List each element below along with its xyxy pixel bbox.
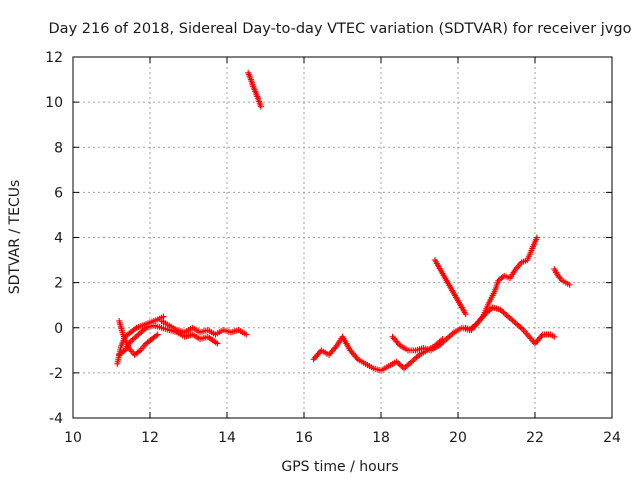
y-tick-label: 4 xyxy=(54,231,63,247)
data-point xyxy=(401,365,408,372)
y-tick-label: 8 xyxy=(54,140,63,156)
data-point xyxy=(508,316,515,323)
y-tick-label: 6 xyxy=(54,185,63,201)
axis-ticks xyxy=(72,56,613,419)
data-point xyxy=(443,336,450,343)
y-tick-label: 0 xyxy=(54,321,63,337)
data-point xyxy=(257,103,264,110)
data-point xyxy=(135,331,142,338)
x-tick-label: 16 xyxy=(295,430,313,446)
data-point xyxy=(160,313,167,320)
y-tick-label: 2 xyxy=(54,276,63,292)
x-tick-label: 12 xyxy=(141,430,159,446)
data-point xyxy=(154,331,161,338)
data-point xyxy=(514,321,521,328)
data-point xyxy=(404,362,411,369)
data-point xyxy=(518,325,525,332)
y-tick-labels: -4 -2 0 2 4 6 8 10 12 xyxy=(45,50,63,427)
grid-lines xyxy=(73,57,612,418)
series-arc-9 xyxy=(462,234,540,334)
data-point xyxy=(398,362,405,369)
data-point xyxy=(413,354,420,361)
data-point xyxy=(512,320,519,327)
data-point xyxy=(411,355,418,362)
data-point xyxy=(394,359,401,366)
series-arc-6 xyxy=(310,333,446,374)
data-point xyxy=(405,361,412,368)
data-point xyxy=(408,358,415,365)
data-point xyxy=(533,234,540,241)
x-axis-label: GPS time / hours xyxy=(281,459,398,475)
data-point xyxy=(132,334,139,341)
series-arc-2 xyxy=(116,317,161,358)
data-point xyxy=(153,332,160,339)
series-arc-1 xyxy=(114,313,167,367)
data-point xyxy=(407,359,414,366)
y-axis-label: SDTVAR / TECUs xyxy=(7,180,23,295)
data-point xyxy=(214,340,221,347)
data-point xyxy=(135,348,142,355)
series-arc-10 xyxy=(551,266,573,288)
data-point xyxy=(130,335,137,342)
data-point xyxy=(551,333,558,340)
data-point xyxy=(136,330,143,337)
y-tick-label: -2 xyxy=(49,366,63,382)
x-tick-label: 18 xyxy=(372,430,390,446)
data-point xyxy=(402,364,409,371)
series-arc-4 xyxy=(158,317,250,338)
x-tick-label: 22 xyxy=(526,430,544,446)
data-point xyxy=(462,311,469,318)
data-point xyxy=(566,281,573,288)
data-point xyxy=(132,325,139,332)
data-point xyxy=(511,318,518,325)
data-point xyxy=(506,314,513,321)
series-arc-8 xyxy=(431,257,469,318)
data-point xyxy=(500,309,507,316)
data-point xyxy=(448,331,455,338)
data-point xyxy=(505,313,512,320)
y-tick-label: 12 xyxy=(45,50,63,66)
data-point xyxy=(517,324,524,331)
data-point xyxy=(133,332,140,339)
data-point xyxy=(243,331,250,338)
data-point xyxy=(503,312,510,319)
data-point xyxy=(410,357,417,364)
data-point xyxy=(444,334,451,341)
data-point xyxy=(120,348,127,355)
x-tick-labels: 10 12 14 16 18 20 22 24 xyxy=(64,430,621,446)
data-point xyxy=(446,333,453,340)
series-arc-5 xyxy=(245,69,264,110)
data-point xyxy=(509,317,516,324)
x-tick-label: 20 xyxy=(449,430,467,446)
data-point xyxy=(129,336,136,343)
data-point xyxy=(138,328,145,335)
data-point xyxy=(515,322,522,329)
x-tick-label: 14 xyxy=(218,430,236,446)
data-point xyxy=(501,310,508,317)
y-tick-label: -4 xyxy=(49,411,63,427)
data-points xyxy=(114,69,573,374)
chart-title: Day 216 of 2018, Sidereal Day-to-day VTE… xyxy=(49,21,632,37)
x-tick-label: 10 xyxy=(64,430,82,446)
data-point xyxy=(140,327,147,334)
x-tick-label: 24 xyxy=(603,430,621,446)
y-tick-label: 10 xyxy=(45,95,63,111)
